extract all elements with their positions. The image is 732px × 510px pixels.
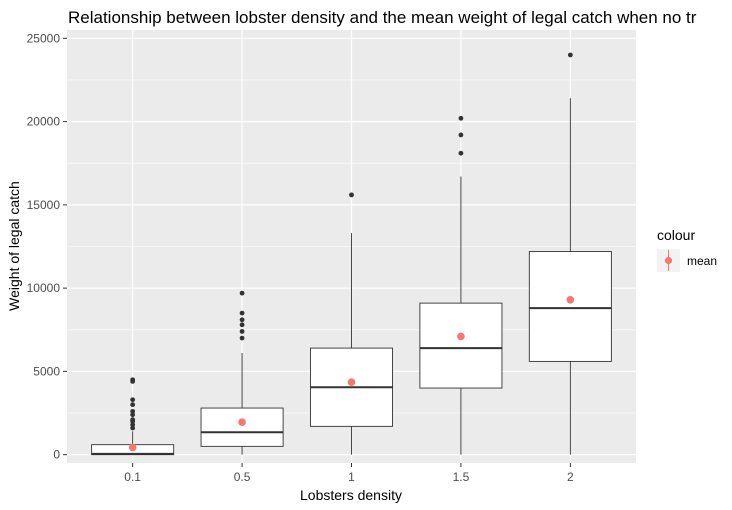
boxes-layer bbox=[91, 52, 612, 456]
outlier-point bbox=[239, 317, 245, 323]
outlier-point bbox=[130, 425, 136, 431]
box-2 bbox=[528, 52, 612, 455]
legend-label-mean: mean bbox=[687, 254, 717, 268]
outlier-point bbox=[239, 290, 245, 296]
outlier-point bbox=[567, 52, 573, 58]
x-tick-label: 1 bbox=[348, 470, 355, 484]
chart-title: Relationship between lobster density and… bbox=[68, 8, 697, 27]
legend-key-mean-dot bbox=[664, 256, 673, 265]
outlier-point bbox=[130, 377, 136, 383]
box-iqr bbox=[419, 302, 503, 389]
mean-point bbox=[457, 332, 465, 341]
outlier-point bbox=[458, 115, 464, 121]
box-1.5 bbox=[419, 115, 503, 455]
mean-point bbox=[566, 295, 575, 304]
box-1 bbox=[310, 192, 393, 455]
outlier-point bbox=[458, 150, 464, 156]
outlier-point bbox=[130, 422, 136, 428]
y-axis-title: Weight of legal catch bbox=[6, 181, 22, 311]
outlier-point bbox=[458, 132, 464, 138]
outlier-point bbox=[130, 412, 136, 418]
outlier-point bbox=[239, 335, 245, 341]
x-tick-label: 0.5 bbox=[234, 470, 251, 484]
box-iqr bbox=[528, 251, 612, 362]
x-axis-title: Lobsters density bbox=[300, 487, 402, 503]
mean-point bbox=[347, 378, 356, 387]
mean-point bbox=[128, 443, 137, 452]
y-tick-label: 20000 bbox=[27, 115, 61, 129]
outlier-point bbox=[349, 192, 354, 198]
x-tick-label: 0.1 bbox=[124, 470, 141, 484]
y-tick-label: 25000 bbox=[27, 31, 61, 45]
y-tick-label: 0 bbox=[53, 448, 60, 462]
outlier-point bbox=[239, 322, 245, 328]
outlier-point bbox=[130, 402, 136, 408]
outlier-point bbox=[239, 329, 245, 334]
outlier-point bbox=[130, 417, 136, 423]
outlier-point bbox=[130, 397, 136, 403]
outlier-point bbox=[239, 310, 245, 316]
y-tick-label: 15000 bbox=[27, 198, 61, 212]
box-0.5 bbox=[200, 290, 284, 455]
axes-layer: 0 5000 10000 15000 20000 25000 0.1 0.5 1 1.5 2 bbox=[27, 31, 574, 484]
legend: colour mean bbox=[657, 227, 717, 272]
box-iqr bbox=[200, 407, 284, 447]
outlier-point bbox=[130, 408, 136, 414]
legend-title: colour bbox=[657, 227, 695, 243]
y-tick-label: 10000 bbox=[27, 281, 61, 295]
mean-point bbox=[238, 418, 246, 426]
x-tick-label: 2 bbox=[567, 470, 574, 484]
x-tick-label: 1.5 bbox=[453, 470, 470, 484]
y-tick-label: 5000 bbox=[33, 364, 60, 378]
box-0.1 bbox=[91, 377, 175, 456]
